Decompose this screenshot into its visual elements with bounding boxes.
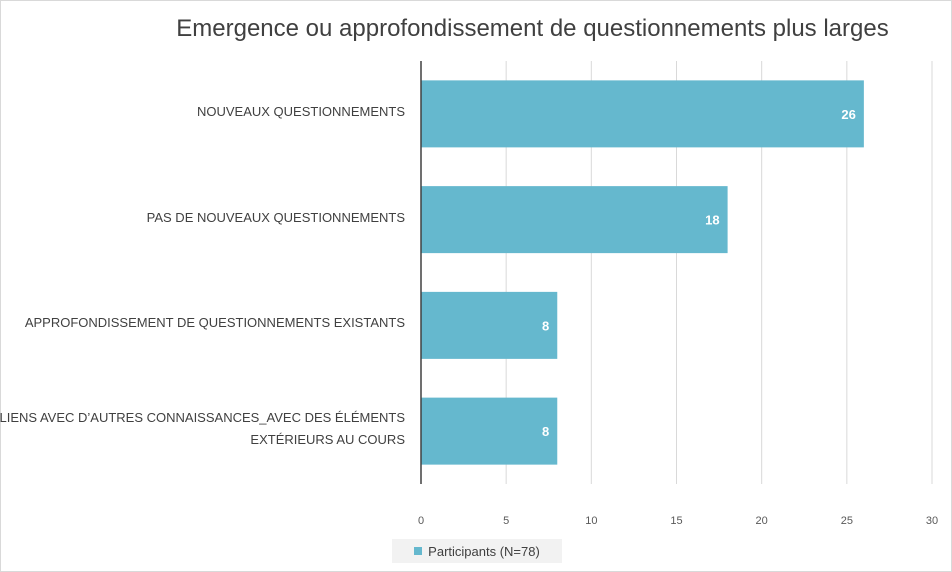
x-tick-label: 0 [418, 515, 424, 527]
x-tick-label: 10 [585, 515, 597, 527]
legend-swatch [414, 547, 423, 555]
bar [421, 186, 728, 254]
data-label: 26 [841, 107, 855, 122]
x-tick-label: 15 [670, 515, 682, 527]
chart-title: Emergence ou approfondissement de questi… [176, 15, 889, 42]
x-tick-label: 20 [756, 515, 768, 527]
x-tick-label: 5 [503, 515, 509, 527]
data-label: 8 [542, 318, 549, 333]
legend-label: Participants (N=78) [428, 543, 540, 559]
bar [421, 291, 558, 359]
data-label: 8 [542, 424, 549, 439]
legend: Participants (N=78) [392, 539, 562, 563]
bar [421, 80, 864, 148]
category-label: PAS DE NOUVEAUX QUESTIONNEMENTS [146, 209, 405, 225]
category-label: LIENS AVEC D’AUTRES CONNAISSANCES_AVEC D… [0, 410, 405, 448]
category-label: APPROFONDISSEMENT DE QUESTIONNEMENTS EXI… [24, 315, 405, 331]
data-label: 18 [705, 213, 719, 228]
bar [421, 397, 558, 465]
x-tick-label: 25 [841, 515, 853, 527]
category-label: NOUVEAUX QUESTIONNEMENTS [196, 103, 405, 119]
x-tick-label: 30 [926, 515, 938, 527]
